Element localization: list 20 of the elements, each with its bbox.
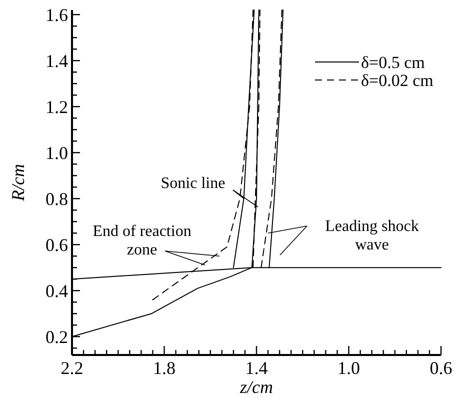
x-tick-label: 0.6: [430, 358, 452, 378]
x-axis-title: z/cm: [239, 377, 273, 397]
annotation: Leading shock wave: [325, 218, 419, 254]
x-tick-label: 2.2: [60, 358, 84, 378]
y-tick-label: 1.4: [46, 50, 68, 71]
annotation: Sonic line: [160, 175, 226, 192]
y-tick-label: 0.8: [46, 188, 68, 209]
x-tick-label: 1.4: [245, 358, 268, 378]
y-tick-label: 1.0: [46, 142, 68, 163]
y-tick-label: 0.6: [46, 234, 68, 255]
y-tick-label: 0.4: [46, 280, 68, 301]
x-tick-label: 1.0: [338, 358, 360, 378]
annotation: End of reaction zone: [92, 223, 192, 258]
y-axis-title: R/cm: [8, 164, 28, 202]
legend-label: δ=0.02 cm: [361, 70, 434, 90]
legend-label: δ=0.5 cm: [361, 52, 425, 72]
y-tick-label: 1.2: [46, 96, 68, 117]
y-tick-label: 0.2: [46, 326, 68, 347]
x-tick-label: 1.8: [153, 358, 176, 378]
y-tick-label: 1.6: [46, 4, 68, 25]
